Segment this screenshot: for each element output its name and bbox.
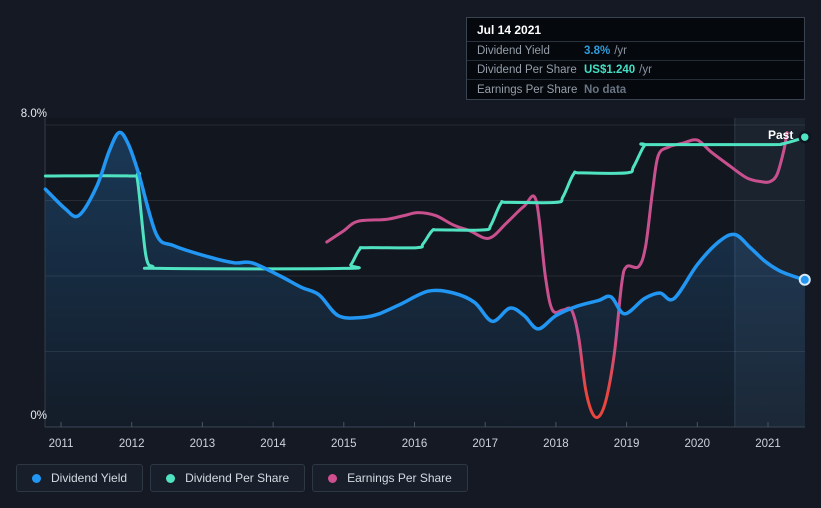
dividend-yield-line <box>43 130 807 331</box>
x-tick-label: 2012 <box>119 438 145 450</box>
x-tick-label: 2018 <box>543 438 569 450</box>
x-tick-label: 2016 <box>402 438 428 450</box>
legend-item-earnings-per-share[interactable]: Earnings Per Share <box>312 464 468 492</box>
x-tick-label: 2021 <box>755 438 781 450</box>
dividend-per-share-dot-icon <box>166 473 176 483</box>
tooltip-label: Dividend Per Share <box>477 64 577 76</box>
dividend-yield-end-marker[interactable] <box>798 273 811 286</box>
tooltip-value: US$1.240 <box>584 64 636 76</box>
legend-label: Dividend Yield <box>51 471 128 485</box>
x-tick-label: 2020 <box>685 438 711 450</box>
earnings-per-share-dot-icon <box>328 473 338 483</box>
earnings-per-share-line <box>325 131 789 419</box>
x-tick-label: 2017 <box>472 438 498 450</box>
tooltip-label: Dividend Yield <box>477 45 550 57</box>
x-tick-label: 2011 <box>49 438 74 450</box>
y-tick-label: 8.0% <box>21 108 47 120</box>
legend-label: Earnings Per Share <box>347 471 452 485</box>
dividend-history-chart[interactable]: 2011 2012 2013 2014 2015 2016 2017 2018 2019 2020… <box>0 0 821 460</box>
legend-item-dividend-yield[interactable]: Dividend Yield <box>16 464 144 492</box>
past-highlight-band <box>734 118 805 427</box>
tooltip-row-earnings-per-share: Earnings Per Share No data <box>467 80 804 99</box>
dividend-per-share-end-marker[interactable] <box>798 130 812 144</box>
x-tick-label: 2013 <box>190 438 216 450</box>
tooltip-value: No data <box>584 83 627 96</box>
y-tick-label: 0% <box>30 410 47 422</box>
legend-label: Dividend Per Share <box>185 471 290 485</box>
dividend-yield-dot-icon <box>32 473 41 483</box>
tooltip-suffix: /yr <box>639 64 652 76</box>
past-label: Past <box>768 128 794 142</box>
tooltip-row-dividend-per-share: Dividend Per Share US$1.240 /yr <box>467 61 804 80</box>
dividend-per-share-line <box>43 135 807 271</box>
chart-legend: Dividend Yield Dividend Per Share Earnin… <box>16 464 468 492</box>
x-tick-label: 2019 <box>614 438 640 450</box>
x-tick-label: 2014 <box>260 438 286 450</box>
chart-tooltip: Jul 14 2021 Dividend Yield 3.8% /yr Divi… <box>466 17 805 100</box>
tooltip-suffix: /yr <box>614 45 627 57</box>
tooltip-value: 3.8% <box>584 45 611 57</box>
x-tick-label: 2015 <box>331 438 357 450</box>
tooltip-row-dividend-yield: Dividend Yield 3.8% /yr <box>467 42 804 61</box>
tooltip-label: Earnings Per Share <box>477 83 578 96</box>
legend-item-dividend-per-share[interactable]: Dividend Per Share <box>150 464 306 492</box>
tooltip-date: Jul 14 2021 <box>467 18 804 42</box>
